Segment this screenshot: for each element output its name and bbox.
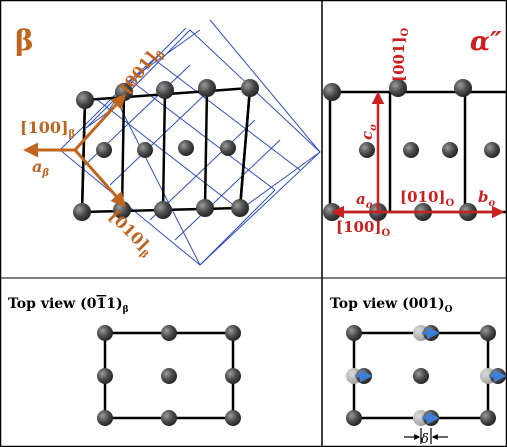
alpha-label-100: [100]O	[336, 218, 391, 239]
beta-label-a: aβ	[32, 157, 49, 179]
alpha-top-view: Top view (001)O δ	[330, 296, 507, 447]
alpha-top-view-title: Top view (001)O	[330, 296, 453, 315]
beta-label-100: [100]β	[20, 118, 76, 140]
beta-top-view-title: Top view (011)β	[8, 296, 129, 315]
beta-title: β	[15, 24, 34, 57]
alpha-label-b: bo	[478, 188, 496, 209]
alpha-cell-edges	[328, 88, 507, 214]
alpha-panel: α″ [001]O co ao [010]O bo [100]O	[323, 27, 507, 239]
beta-panel: β	[15, 19, 321, 266]
alpha-label-001: [001]O	[390, 27, 411, 82]
beta-atoms	[73, 79, 259, 221]
alpha-label-a: ao	[356, 190, 373, 211]
svg-text:co: co	[358, 124, 379, 140]
alpha-label-c: co	[358, 124, 379, 140]
alpha-label-010: [010]O	[400, 188, 455, 209]
delta-label: δ	[421, 432, 429, 447]
alpha-atoms	[323, 79, 500, 221]
delta-shift-marker	[404, 428, 448, 444]
beta-top-view-atoms	[97, 325, 241, 426]
alpha-title: α″	[470, 27, 502, 57]
svg-text:[001]O: [001]O	[390, 27, 411, 82]
beta-top-view: Top view (011)β	[8, 296, 241, 426]
beta-label-010: [010]β	[103, 206, 158, 261]
svg-text:[010]β: [010]β	[103, 206, 158, 261]
alpha-vectors	[331, 91, 505, 219]
alpha-top-view-shift-arrows	[355, 326, 507, 425]
beta-vectors	[23, 93, 127, 208]
